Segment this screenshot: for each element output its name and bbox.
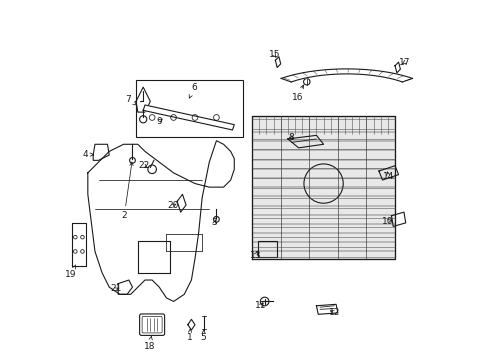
Polygon shape [252,116,395,258]
Text: 8: 8 [289,132,294,141]
Text: 18: 18 [144,336,155,351]
Polygon shape [143,105,234,130]
Text: 15: 15 [269,50,280,59]
Text: 10: 10 [382,217,393,226]
Text: 6: 6 [189,83,197,98]
Text: 4: 4 [82,150,94,159]
Text: 2: 2 [122,162,133,220]
Text: 21: 21 [111,284,122,293]
Text: 22: 22 [139,161,150,170]
Text: 16: 16 [292,85,304,102]
Text: 14: 14 [383,172,394,181]
Text: 5: 5 [200,330,206,342]
Text: 7: 7 [125,95,137,105]
Text: 13: 13 [250,251,262,260]
Text: 9: 9 [156,117,162,126]
Polygon shape [281,69,413,82]
Bar [136,80,243,137]
Text: 1: 1 [187,329,193,342]
Text: 12: 12 [329,309,341,318]
Text: 11: 11 [255,301,266,310]
Text: 19: 19 [65,265,76,279]
Text: 20: 20 [167,201,178,210]
Text: 3: 3 [212,219,218,228]
Text: 17: 17 [399,58,411,67]
Bar [258,241,277,257]
